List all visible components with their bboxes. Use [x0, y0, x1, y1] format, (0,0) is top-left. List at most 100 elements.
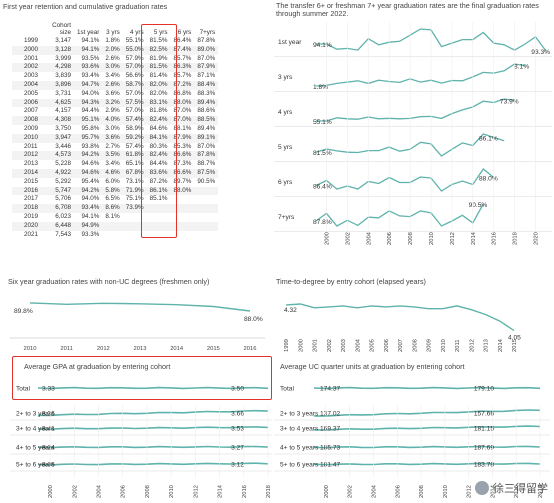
- table-cell: 95.4%: [81, 177, 100, 185]
- series-label: 3 yrs: [278, 74, 293, 81]
- table-cell: 84.4%: [149, 160, 168, 168]
- x-tick-label: 2010: [443, 485, 449, 498]
- table-cell: 2019: [24, 212, 39, 220]
- x-tick-label: 2010: [429, 232, 435, 245]
- x-tick-label: 2006: [387, 232, 393, 245]
- x-tick-label: 2013: [484, 339, 490, 352]
- table-cell: 57.4%: [122, 116, 147, 125]
- x-tick-label: 2007: [398, 339, 404, 352]
- table-cell: 87.2%: [170, 80, 195, 90]
- table-cell: 87.1%: [197, 72, 216, 80]
- table-cell: 3,839: [55, 72, 71, 80]
- series-line: [315, 98, 515, 122]
- table-header: 4 yrs: [129, 29, 144, 37]
- data-label: 179.10: [474, 386, 495, 393]
- table-cell: 88.1%: [173, 124, 192, 132]
- x-tick-label: 2010: [169, 485, 175, 498]
- table-cell: 93.6%: [74, 63, 103, 73]
- table-cell: 84.6%: [149, 124, 168, 132]
- table-cell: 2.7%: [105, 142, 120, 150]
- table-cell: [194, 221, 219, 231]
- table-header: 5 yrs: [153, 29, 168, 37]
- x-tick-label: 2013: [134, 346, 147, 352]
- table-cell: 2014: [12, 168, 42, 178]
- data-label: 3.36: [42, 411, 55, 418]
- row-label: 3+ to 4 years: [16, 426, 55, 433]
- table-cell: 2012: [12, 151, 42, 161]
- table-cell: 93.8%: [81, 142, 100, 150]
- series-line: [313, 462, 541, 466]
- table-cell: 86.8%: [173, 89, 192, 97]
- table-cell: 4,922: [42, 168, 74, 178]
- table-cell: [194, 195, 218, 204]
- table-row: 2021 7,543 93.3%: [12, 231, 218, 240]
- table-cell: 82.5%: [146, 45, 171, 55]
- data-label: 8.1%: [514, 64, 529, 71]
- data-label: 81.5%: [313, 150, 332, 157]
- table-cell: 88.0%: [170, 186, 195, 196]
- series-line: [29, 302, 251, 312]
- row-label: 2+ to 3 years: [16, 411, 55, 418]
- table-cell: 81.5%: [146, 63, 171, 73]
- table-cell: 82.4%: [146, 116, 171, 125]
- table-cell: 65.1%: [125, 160, 144, 168]
- data-label: 185.73: [320, 445, 341, 452]
- x-tick-label: 2000: [298, 339, 304, 352]
- table-cell: 55.1%: [125, 37, 144, 44]
- table-cell: 57.0%: [122, 63, 147, 73]
- time-to-degree-chart: 4.32 4.05 1999 2000 2001 2002 2003 2004 2005 2006…: [284, 303, 521, 352]
- table-cell: [170, 204, 195, 213]
- table-cell: 4.6%: [102, 168, 123, 178]
- x-tick-label: 2004: [355, 338, 361, 352]
- table-cell: 94.9%: [74, 221, 103, 231]
- x-tick-label: 2002: [348, 485, 354, 498]
- table-cell: [194, 213, 218, 222]
- table-row: 2006 4,625 94.3% 3.2% 57.5% 83.1% 88.0% 89.4%: [12, 98, 219, 108]
- table-cell: 3,147: [55, 37, 71, 44]
- series-line: [37, 426, 269, 431]
- data-label: 4.05: [508, 335, 521, 342]
- cumulative-rates-chart: 1st year 94.1% 93.3% 3 yrs 1.8% 8.1% 4 yrs 55.1…: [274, 22, 552, 245]
- table-cell: 1.8%: [105, 37, 120, 44]
- series-line: [313, 386, 541, 390]
- table-row: 2011 3,446 93.8% 2.7% 57.4% 80.3% 85.3% 87.0%: [12, 143, 218, 152]
- x-tick-label: 2008: [408, 232, 414, 245]
- data-label: 3.53: [231, 426, 244, 433]
- series-label: 7+yrs: [278, 214, 295, 221]
- x-tick-label: 2012: [193, 485, 199, 498]
- table-header: 7+yrs: [199, 29, 216, 37]
- x-tick-label: 2014: [218, 484, 224, 498]
- table-cell: 85.1%: [149, 195, 168, 203]
- table-cell: 2017: [24, 195, 39, 203]
- series-line: [315, 203, 484, 227]
- table-cell: 93.4%: [74, 204, 103, 213]
- table-cell: 59.2%: [122, 133, 147, 143]
- table-cell: 2002: [12, 63, 42, 73]
- table-cell: 94.3%: [74, 98, 103, 108]
- x-tick-label: 2016: [244, 346, 257, 352]
- table-cell: 86.3%: [170, 63, 195, 73]
- data-label: 90.5%: [469, 202, 488, 209]
- series-line: [37, 445, 269, 449]
- table-cell: 56.6%: [125, 72, 144, 80]
- data-label: 73.9%: [500, 98, 519, 105]
- gpa-highlight: [12, 356, 272, 400]
- series-line: [315, 168, 495, 192]
- data-label: 1.8%: [313, 84, 328, 91]
- x-tick-label: 2018: [266, 485, 272, 498]
- table-cell: 86.1%: [146, 186, 171, 196]
- x-tick-label: 2015: [512, 339, 518, 352]
- table-cell: 85.7%: [173, 72, 192, 80]
- table-cell: 3,896: [42, 80, 74, 90]
- x-tick-label: 2001: [313, 339, 319, 352]
- table-cell: 94.2%: [74, 151, 103, 161]
- table-cell: 86.6%: [170, 168, 195, 178]
- data-label: 157.66: [474, 411, 495, 418]
- table-cell: 2018: [12, 204, 42, 213]
- table-cell: [102, 231, 122, 240]
- x-tick-label: 2014: [471, 231, 477, 245]
- table-cell: 94.1%: [81, 212, 100, 220]
- x-tick-label: 2016: [242, 485, 248, 498]
- data-label: 86.4%: [313, 184, 332, 191]
- table-cell: 2005: [24, 89, 39, 97]
